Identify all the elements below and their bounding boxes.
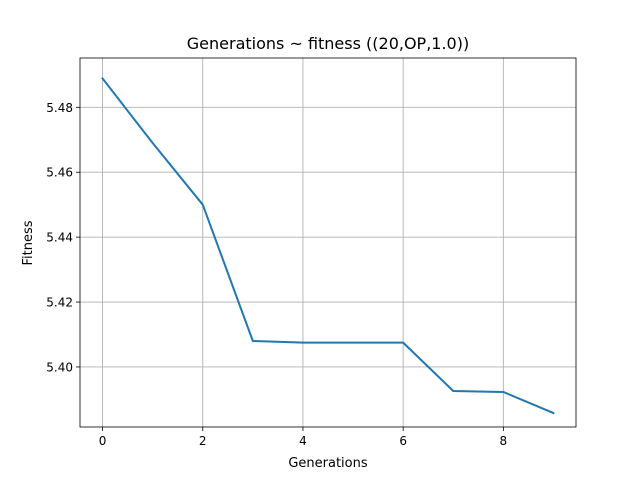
axes-frame [80, 58, 576, 427]
x-tick-label: 2 [199, 434, 207, 448]
x-tick-label: 8 [500, 434, 508, 448]
x-tick-label: 4 [299, 434, 307, 448]
y-tick-label: 5.40 [46, 360, 73, 374]
chart-title: Generations ~ fitness ((20,OP,1.0)) [187, 34, 469, 53]
x-axis-label: Generations [288, 456, 368, 471]
y-tick-label: 5.44 [46, 231, 73, 245]
x-tick-label: 6 [399, 434, 407, 448]
series-layer [103, 78, 554, 413]
y-tick-label: 5.46 [46, 166, 73, 180]
series-line [103, 78, 554, 413]
y-tick-label: 5.42 [46, 296, 73, 310]
y-axis-label: Fitness [21, 220, 36, 265]
y-tick-label: 5.48 [46, 101, 73, 115]
x-tick-label: 0 [99, 434, 107, 448]
grid [80, 58, 576, 427]
ticks: 0 2 4 6 8 5.40 5.42 5.44 5.46 5.48 [46, 101, 507, 448]
